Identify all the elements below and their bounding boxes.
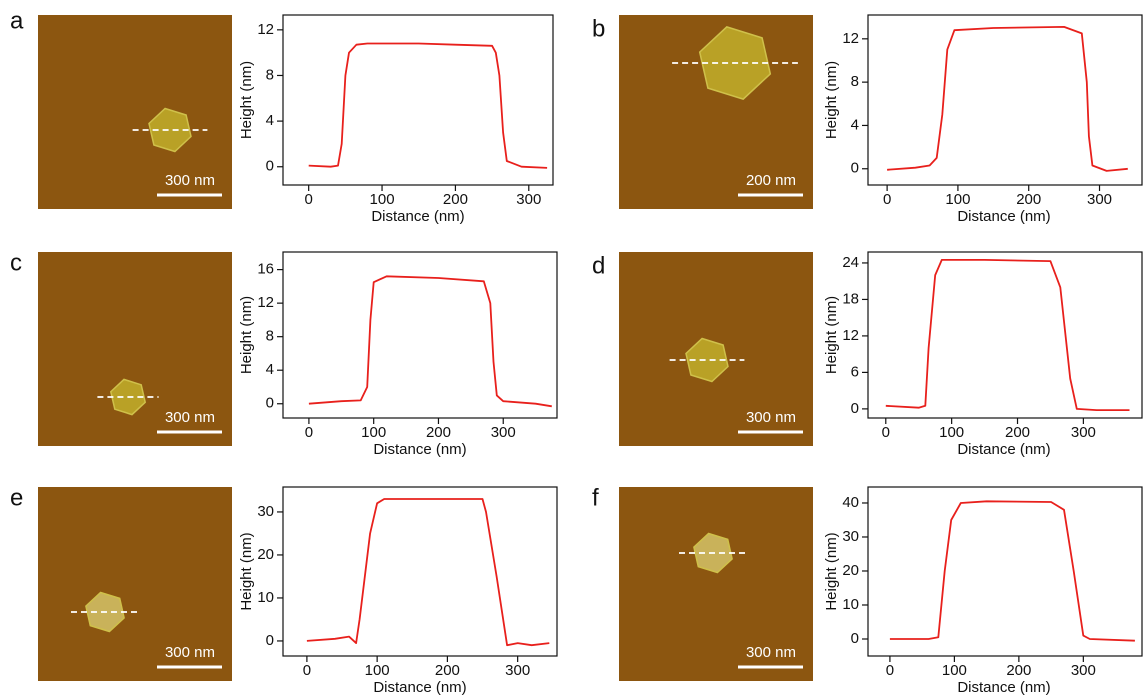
x-tick-label: 0 <box>305 424 313 441</box>
y-tick-label: 10 <box>842 596 859 613</box>
x-axis-label: Distance (nm) <box>957 441 1050 458</box>
y-tick-label: 0 <box>266 632 274 649</box>
y-tick-label: 0 <box>851 160 859 177</box>
y-tick-label: 12 <box>842 327 859 344</box>
y-tick-label: 30 <box>842 528 859 545</box>
y-axis-label: Height (nm) <box>238 61 255 139</box>
scale-bar-label: 200 nm <box>746 172 796 189</box>
y-tick-label: 40 <box>842 494 859 511</box>
scale-bar-label: 300 nm <box>165 409 215 426</box>
x-tick-label: 200 <box>1005 424 1030 441</box>
y-tick-label: 0 <box>266 158 274 175</box>
x-tick-label: 0 <box>886 662 894 679</box>
x-tick-label: 100 <box>942 662 967 679</box>
x-tick-label: 100 <box>361 424 386 441</box>
profile-line <box>886 260 1130 410</box>
scale-bar-label: 300 nm <box>746 409 796 426</box>
x-tick-label: 300 <box>1087 191 1112 208</box>
scale-bar-label: 300 nm <box>746 644 796 661</box>
x-axis-label: Distance (nm) <box>957 208 1050 225</box>
y-tick-label: 8 <box>851 73 859 90</box>
profile-line <box>890 501 1135 640</box>
x-tick-label: 300 <box>505 662 530 679</box>
x-tick-label: 100 <box>365 662 390 679</box>
y-tick-label: 0 <box>851 400 859 417</box>
x-tick-label: 100 <box>945 191 970 208</box>
panel-label: e <box>10 484 23 511</box>
plot-frame <box>868 487 1142 656</box>
figure: 300 nma010020030004812Distance (nm)Heigh… <box>0 0 1144 698</box>
plot-frame <box>283 15 553 185</box>
x-tick-label: 200 <box>443 191 468 208</box>
x-tick-label: 200 <box>426 424 451 441</box>
x-tick-label: 300 <box>491 424 516 441</box>
y-tick-label: 4 <box>266 112 274 129</box>
x-tick-label: 200 <box>435 662 460 679</box>
scale-bar-label: 300 nm <box>165 644 215 661</box>
x-tick-label: 0 <box>303 662 311 679</box>
panel-label: f <box>592 484 599 511</box>
plot-frame <box>868 15 1142 185</box>
x-tick-label: 100 <box>370 191 395 208</box>
y-tick-label: 0 <box>266 395 274 412</box>
y-tick-label: 24 <box>842 254 859 271</box>
profile-line <box>309 44 547 168</box>
y-axis-label: Height (nm) <box>823 296 840 374</box>
y-tick-label: 18 <box>842 290 859 307</box>
x-tick-label: 0 <box>305 191 313 208</box>
x-tick-label: 300 <box>1071 662 1096 679</box>
y-tick-label: 30 <box>257 503 274 520</box>
panel-label: c <box>10 249 22 276</box>
x-tick-label: 200 <box>1006 662 1031 679</box>
plot-frame <box>283 487 557 656</box>
y-tick-label: 8 <box>266 66 274 83</box>
y-tick-label: 20 <box>257 546 274 563</box>
y-tick-label: 6 <box>851 363 859 380</box>
x-tick-label: 0 <box>883 191 891 208</box>
y-tick-label: 20 <box>842 562 859 579</box>
plot-frame <box>868 252 1142 418</box>
profile-line <box>307 499 549 645</box>
x-tick-label: 0 <box>882 424 890 441</box>
profile-line <box>887 27 1128 171</box>
y-tick-label: 0 <box>851 630 859 647</box>
y-axis-label: Height (nm) <box>238 296 255 374</box>
y-axis-label: Height (nm) <box>823 61 840 139</box>
scale-bar-label: 300 nm <box>165 172 215 189</box>
x-axis-label: Distance (nm) <box>371 208 464 225</box>
y-axis-label: Height (nm) <box>823 532 840 610</box>
y-axis-label: Height (nm) <box>238 532 255 610</box>
y-tick-label: 12 <box>842 30 859 47</box>
x-axis-label: Distance (nm) <box>373 679 466 696</box>
x-axis-label: Distance (nm) <box>957 679 1050 696</box>
x-axis-label: Distance (nm) <box>373 441 466 458</box>
panel-label: d <box>592 252 605 279</box>
x-tick-label: 100 <box>939 424 964 441</box>
y-tick-label: 16 <box>257 261 274 278</box>
profile-line <box>309 276 552 406</box>
y-tick-label: 4 <box>851 116 859 133</box>
y-tick-label: 12 <box>257 294 274 311</box>
y-tick-label: 8 <box>266 328 274 345</box>
panel-label: a <box>10 7 24 34</box>
y-tick-label: 4 <box>266 361 274 378</box>
x-tick-label: 300 <box>1071 424 1096 441</box>
panel-label: b <box>592 15 605 42</box>
x-tick-label: 300 <box>516 191 541 208</box>
y-tick-label: 10 <box>257 589 274 606</box>
y-tick-label: 12 <box>257 21 274 38</box>
x-tick-label: 200 <box>1016 191 1041 208</box>
